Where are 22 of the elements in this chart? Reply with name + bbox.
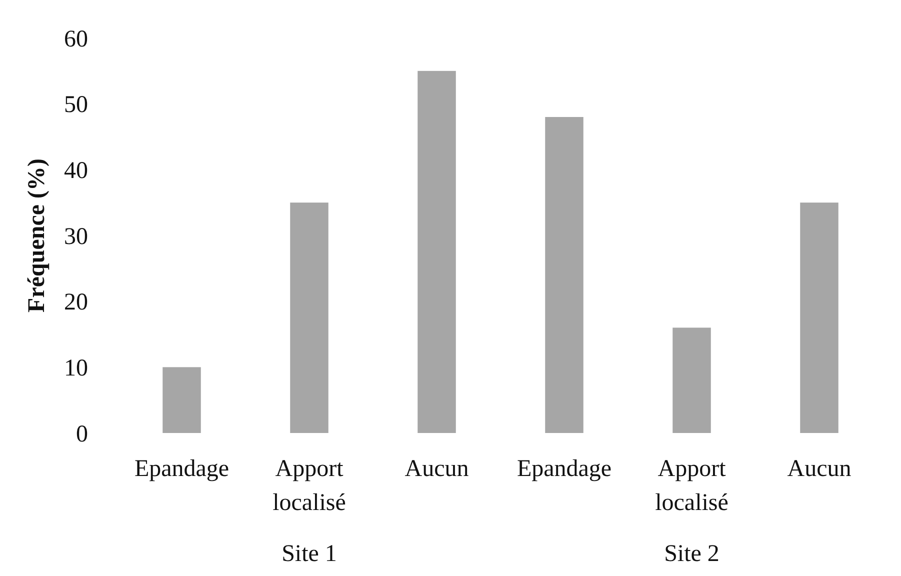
y-tick-label: 10: [64, 356, 88, 382]
x-tick-label: Aucun: [787, 456, 852, 482]
y-tick-label: 50: [64, 92, 88, 118]
x-tick-label: Apport localisé: [272, 456, 346, 516]
x-tick-label: Epandage: [134, 456, 230, 482]
x-tick-label: Aucun: [404, 456, 469, 482]
text: Site 1: [282, 541, 337, 567]
y-tick-label: 20: [64, 290, 88, 316]
x-tick-label: Epandage: [516, 456, 612, 482]
y-tick-label: 60: [64, 26, 88, 52]
x-tick-label: Apport localisé: [655, 456, 728, 516]
y-tick-label: 40: [64, 158, 88, 184]
bar: [418, 70, 456, 433]
y-axis-title: Fréquence (%): [24, 158, 50, 312]
y-tick-label: 0: [76, 421, 88, 448]
bar: [162, 367, 201, 433]
bar: [545, 117, 584, 433]
bar: [672, 328, 711, 433]
bar: [800, 202, 838, 433]
y-tick-label: 30: [64, 224, 88, 250]
text: Site 2: [664, 541, 720, 567]
bar: [290, 202, 328, 433]
